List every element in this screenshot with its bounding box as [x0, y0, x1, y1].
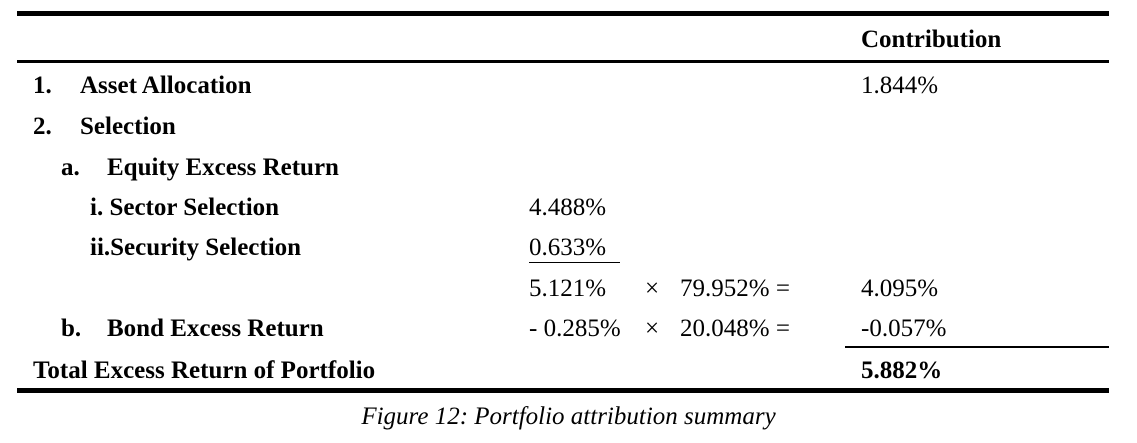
equity-sum-value: 5.121%	[529, 275, 607, 302]
table-bottom-rule	[17, 388, 1109, 393]
bond-weight-value: 20.048% =	[680, 315, 790, 342]
header-rule	[17, 60, 1109, 63]
figure-caption: Figure 12: Portfolio attribution summary	[361, 403, 776, 430]
bond-excess-value: - 0.285%	[529, 315, 621, 342]
bond-contribution: -0.057%	[861, 315, 947, 342]
sector-selection-label: i. Sector Selection	[90, 194, 280, 221]
row-number-1: 1.	[33, 72, 52, 99]
security-selection-value: 0.633%	[529, 235, 621, 263]
security-selection-label: ii.Security Selection	[90, 234, 302, 261]
total-sum-rule	[845, 346, 1109, 348]
row-letter-a: a.	[61, 154, 80, 181]
table-top-rule	[17, 11, 1109, 16]
row-letter-b: b.	[61, 315, 82, 342]
equity-weight-value: 79.952% =	[680, 275, 790, 302]
bond-excess-label: Bond Excess Return	[107, 315, 324, 342]
bond-times-sign: ×	[645, 315, 660, 342]
header-contribution: Contribution	[861, 26, 1002, 53]
asset-allocation-contribution: 1.844%	[861, 72, 939, 99]
sector-selection-value: 4.488%	[529, 194, 607, 221]
equity-contribution: 4.095%	[861, 275, 939, 302]
total-label: Total Excess Return of Portfolio	[33, 357, 376, 384]
selection-label: Selection	[80, 113, 176, 140]
total-contribution: 5.882%	[861, 357, 943, 384]
asset-allocation-label: Asset Allocation	[80, 72, 252, 99]
row-number-2: 2.	[33, 113, 52, 140]
equity-times-sign: ×	[645, 275, 660, 302]
equity-excess-label: Equity Excess Return	[107, 154, 339, 181]
